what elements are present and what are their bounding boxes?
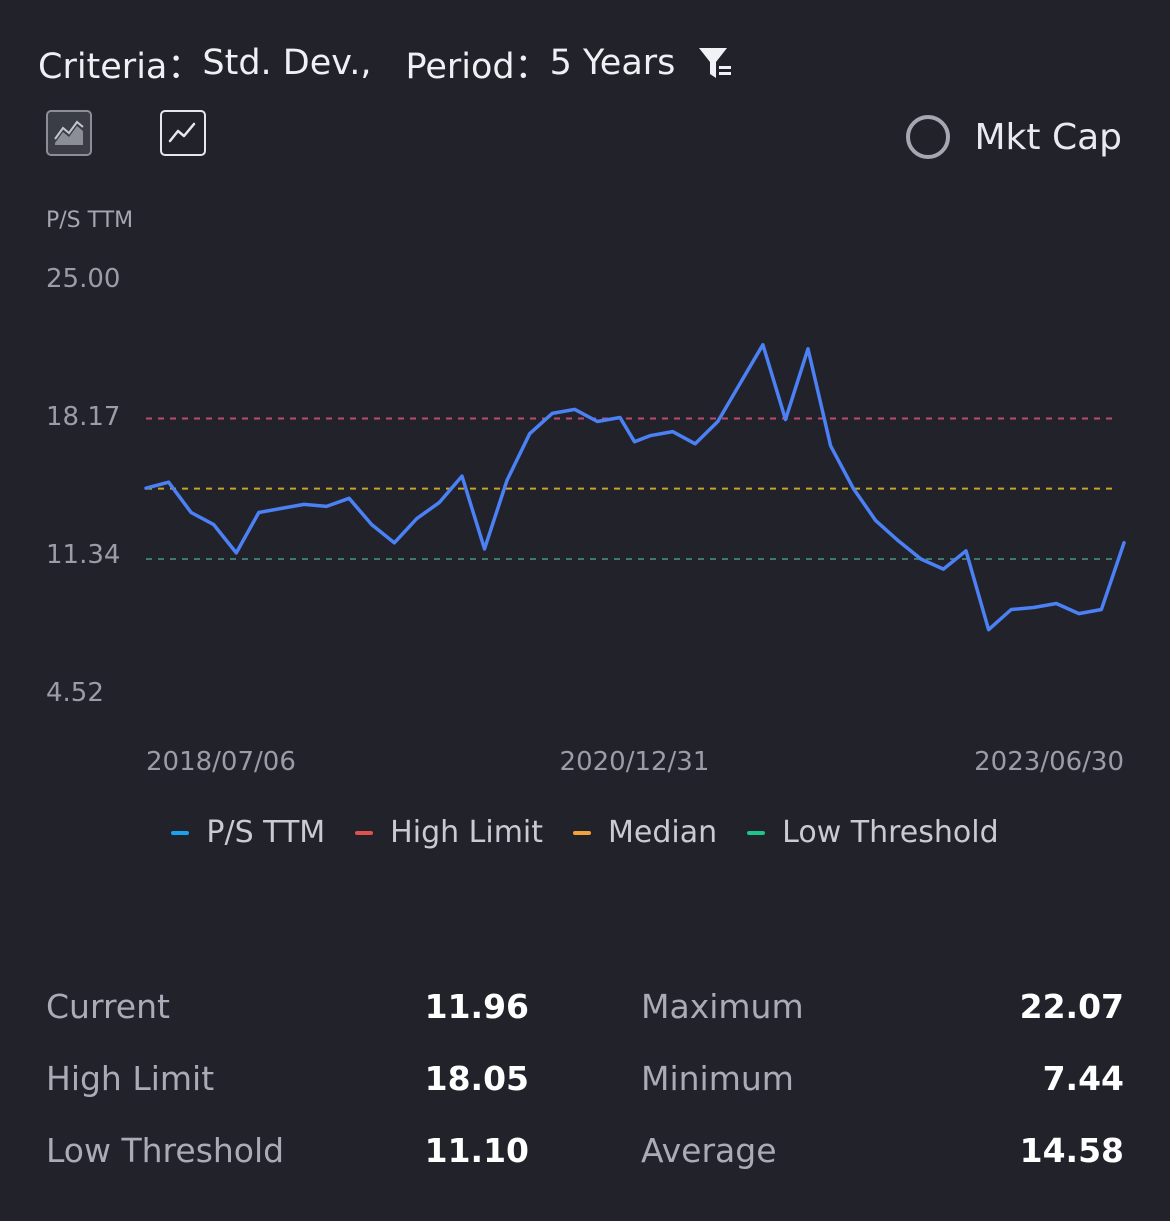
stat-maximum-value: 22.07 [1019, 986, 1124, 1026]
legend-item-ps[interactable]: P/S TTM [171, 815, 325, 850]
line-chart-toggle[interactable] [160, 110, 206, 156]
criteria-value[interactable]: Std. Dev., [202, 43, 372, 83]
stat-average-label: Average [641, 1130, 777, 1170]
legend-label-high-limit: High Limit [390, 815, 544, 850]
filter-icon[interactable] [697, 45, 733, 81]
stat-low-threshold-value: 11.10 [424, 1130, 529, 1170]
stat-average: Average 14.58 [641, 1129, 1124, 1171]
stat-high-limit: High Limit 18.05 [46, 1057, 529, 1099]
criteria-label: Criteria： [38, 46, 203, 87]
stat-minimum: Minimum 7.44 [641, 1057, 1124, 1099]
stat-minimum-value: 7.44 [1042, 1058, 1124, 1098]
legend-swatch-low-threshold [747, 830, 766, 835]
x-tick-label-2: 2023/06/30 [974, 747, 1124, 777]
legend: P/S TTM High Limit Median Low Threshold [0, 815, 1170, 850]
stat-high-limit-label: High Limit [46, 1058, 215, 1098]
criteria-bar: Criteria： Std. Dev., Period： 5 Years [38, 38, 733, 88]
area-chart-icon [54, 120, 84, 145]
area-chart-toggle[interactable] [46, 110, 92, 156]
legend-swatch-ps [171, 830, 190, 835]
period-label: Period： [405, 46, 550, 87]
stat-maximum: Maximum 22.07 [641, 985, 1124, 1027]
stat-average-value: 14.58 [1019, 1130, 1124, 1170]
legend-label-low-threshold: Low Threshold [782, 815, 999, 850]
x-tick-label-0: 2018/07/06 [146, 747, 296, 777]
stat-maximum-label: Maximum [641, 986, 804, 1026]
legend-swatch-median [573, 830, 592, 835]
stat-current-value: 11.96 [424, 986, 529, 1026]
y-tick-label-1: 18.17 [46, 402, 120, 432]
legend-item-high-limit[interactable]: High Limit [355, 815, 543, 850]
line-chart-icon [168, 122, 196, 143]
mkt-cap-label: Mkt Cap [974, 116, 1122, 158]
stat-low-threshold-label: Low Threshold [46, 1130, 285, 1170]
y-tick-label-2: 11.34 [46, 540, 120, 570]
y-axis-label: P/S TTM [46, 208, 133, 233]
legend-label-ps: P/S TTM [206, 815, 326, 850]
stat-current: Current 11.96 [46, 985, 529, 1027]
legend-item-median[interactable]: Median [573, 815, 717, 850]
y-tick-label-3: 4.52 [46, 678, 104, 708]
ps-chart: P/S TTM 25.00 18.17 11.34 4.52 2018/07/06 20… [46, 208, 1126, 777]
legend-label-median: Median [608, 815, 718, 850]
stat-current-label: Current [46, 986, 170, 1026]
legend-item-low-threshold[interactable]: Low Threshold [747, 815, 999, 850]
stats-panel: Current 11.96 Maximum 22.07 High Limit 1… [46, 985, 1124, 1171]
y-tick-label-0: 25.00 [46, 264, 120, 294]
legend-swatch-high-limit [355, 830, 374, 835]
period-value[interactable]: 5 Years [549, 43, 676, 83]
x-tick-label-1: 2020/12/31 [560, 747, 710, 777]
stat-low-threshold: Low Threshold 11.10 [46, 1129, 529, 1171]
ps-series-line [144, 342, 1126, 632]
mkt-cap-toggle[interactable]: Mkt Cap [906, 112, 1122, 162]
stat-high-limit-value: 18.05 [424, 1058, 529, 1098]
stat-minimum-label: Minimum [641, 1058, 794, 1098]
mkt-cap-radio[interactable] [906, 115, 951, 159]
